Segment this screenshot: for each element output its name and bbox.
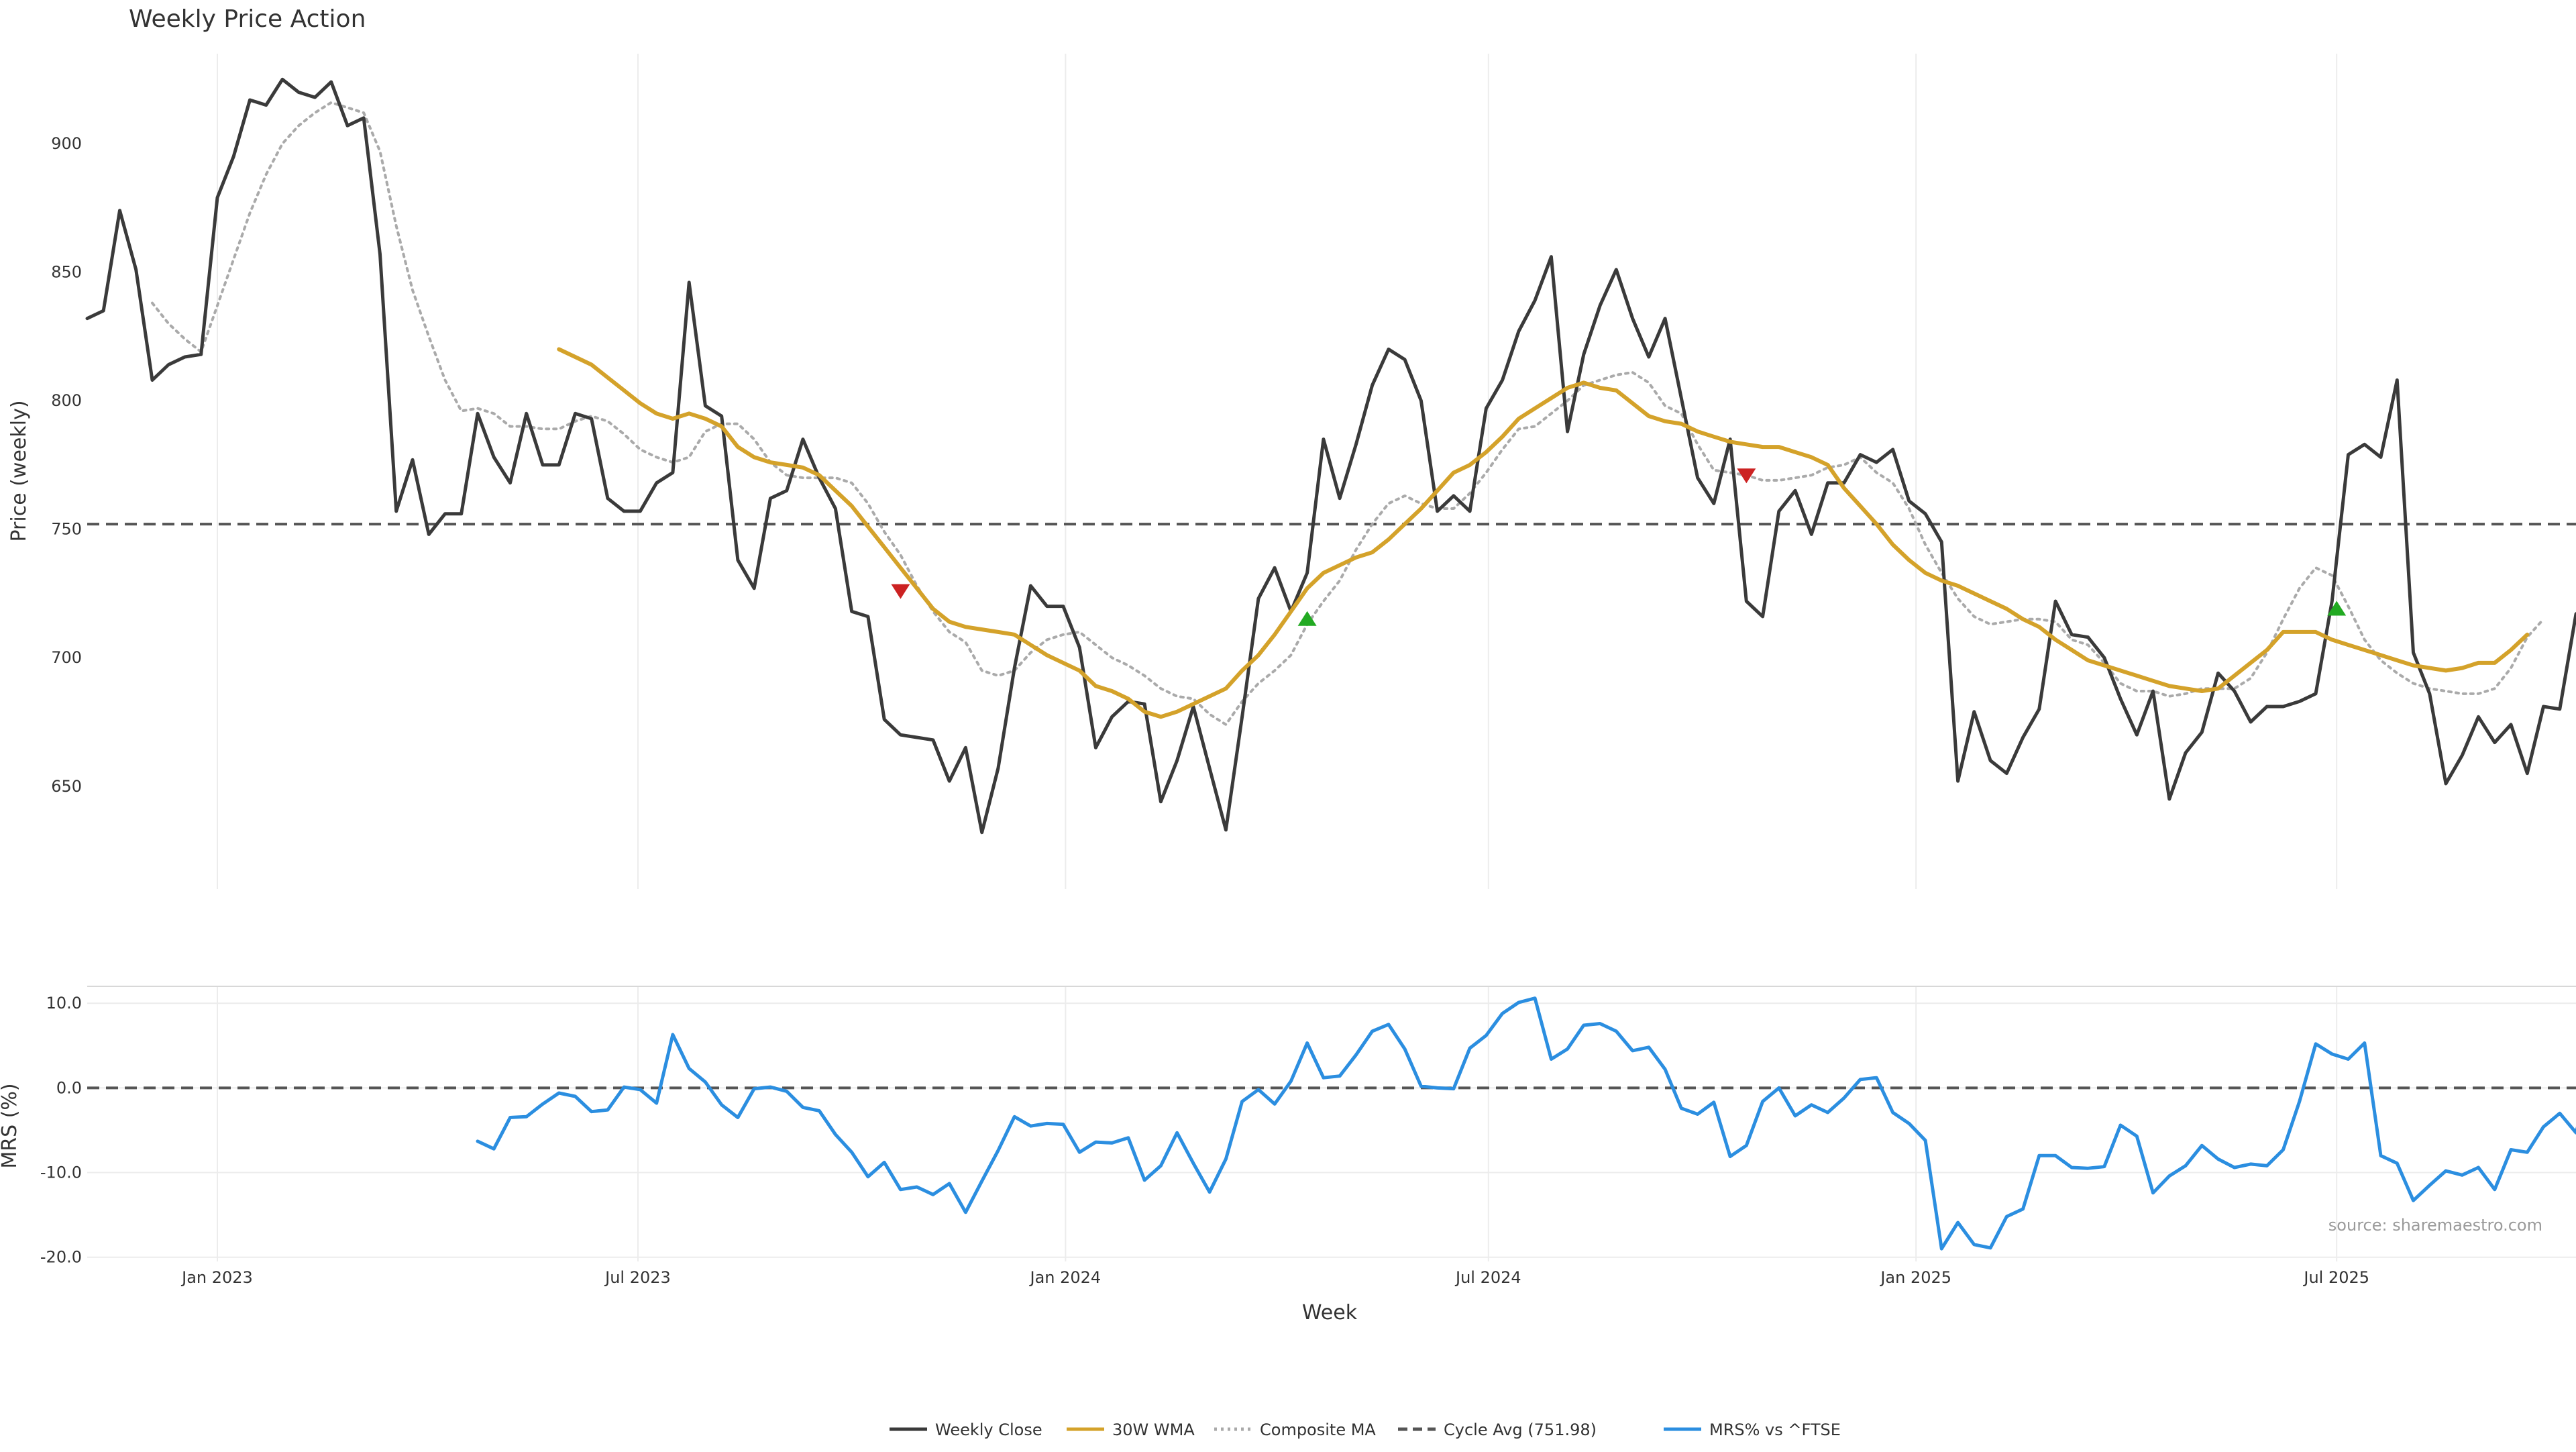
sell-signal-marker — [891, 584, 910, 599]
x-tick-label: Jan 2024 — [1029, 1268, 1102, 1287]
x-tick-label: Jul 2025 — [2302, 1268, 2369, 1287]
legend-label: MRS% vs ^FTSE — [1709, 1420, 1841, 1439]
weekly-close-line — [85, 77, 2576, 835]
price-y-tick-label: 850 — [51, 263, 82, 282]
mrs-y-tick-label: 10.0 — [46, 994, 82, 1013]
mrs-y-tick-label: -20.0 — [40, 1248, 82, 1267]
30w-wma-line — [557, 347, 2530, 719]
legend-label: 30W WMA — [1112, 1420, 1195, 1439]
x-tick-label: Jul 2023 — [604, 1268, 671, 1287]
legend-label: Composite MA — [1260, 1420, 1376, 1439]
composite-ma-line — [151, 101, 2545, 726]
price-y-tick-label: 750 — [51, 520, 82, 539]
x-tick-label: Jul 2024 — [1454, 1268, 1521, 1287]
x-axis-title: Week — [1302, 1301, 1358, 1325]
price-y-tick-label: 900 — [51, 134, 82, 153]
legend-label: Weekly Close — [935, 1420, 1042, 1439]
x-tick-label: Jan 2025 — [1879, 1268, 1951, 1287]
price-panel: 650 700 750 800 850 900 — [51, 54, 2576, 889]
buy-signal-marker — [2327, 601, 2347, 616]
mrs-panel: -20.0 -10.0 0.0 10.0 — [40, 986, 2576, 1267]
source-note: source: sharemaestro.com — [2328, 1216, 2542, 1235]
chart-title: Weekly Price Action — [129, 5, 366, 33]
legend-label: Cycle Avg (751.98) — [1444, 1420, 1597, 1439]
mrs-line — [476, 996, 2576, 1251]
sell-signal-marker — [1737, 468, 1756, 484]
price-y-tick-label: 650 — [51, 777, 82, 796]
buy-signal-marker — [1297, 611, 1317, 626]
price-y-tick-label: 800 — [51, 391, 82, 410]
mrs-y-tick-label: -10.0 — [40, 1163, 82, 1182]
x-tick-label: Jan 2023 — [180, 1268, 253, 1287]
legend: Weekly Close 30W WMA Composite MA Cycle Avg… — [890, 1420, 1841, 1439]
mrs-y-tick-label: 0.0 — [56, 1078, 82, 1097]
price-y-axis-title: Price (weekly) — [7, 400, 31, 541]
mrs-y-axis-title: MRS (%) — [0, 1083, 21, 1168]
price-y-tick-label: 700 — [51, 648, 82, 667]
